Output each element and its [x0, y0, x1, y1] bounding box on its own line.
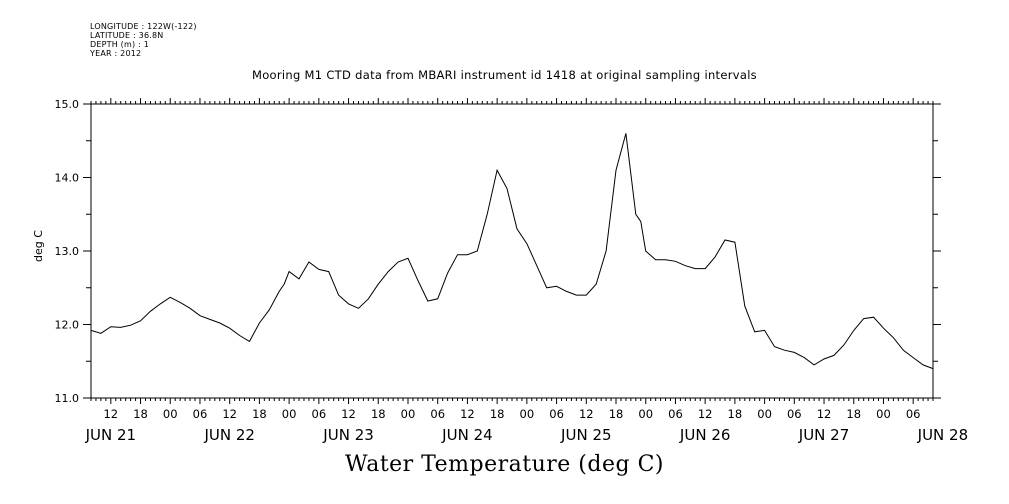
day-labels: JUN 21 JUN 22 JUN 23 JUN 24 JUN 25 JUN 26 JUN … [85, 426, 969, 444]
day-label: JUN 23 [322, 426, 373, 444]
x-tick-label: 12 [579, 407, 594, 421]
x-tick-label: 00 [163, 407, 178, 421]
x-tick-label: 12 [698, 407, 713, 421]
header-depth: DEPTH (m) : 1 [90, 40, 149, 49]
x-tick-label: 12 [341, 407, 356, 421]
x-tick-label: 00 [638, 407, 653, 421]
y-tick-label: 15.0 [55, 98, 80, 111]
day-label: JUN 26 [679, 426, 730, 444]
x-tick-label: 18 [846, 407, 861, 421]
day-label: JUN 25 [560, 426, 611, 444]
tick-marks [83, 98, 941, 404]
x-tick-label: 06 [668, 407, 683, 421]
y-tick-labels: 11.0 12.0 13.0 14.0 15.0 [55, 98, 80, 405]
x-tick-label: 00 [757, 407, 772, 421]
series-line-water-temperature [90, 133, 934, 370]
day-label: JUN 21 [85, 426, 136, 444]
x-tick-label: 06 [312, 407, 327, 421]
y-tick-label: 13.0 [55, 245, 80, 258]
day-label: JUN 27 [798, 426, 849, 444]
x-tick-label: 00 [876, 407, 891, 421]
x-tick-label: 18 [609, 407, 624, 421]
x-tick-label: 12 [222, 407, 237, 421]
x-tick-label: 06 [787, 407, 802, 421]
x-tick-label: 06 [430, 407, 445, 421]
x-tick-label: 18 [133, 407, 148, 421]
x-tick-label: 00 [401, 407, 416, 421]
day-label: JUN 28 [917, 426, 968, 444]
header-latitude: LATITUDE : 36.8N [90, 31, 164, 40]
x-tick-label: 12 [103, 407, 118, 421]
x-tick-label: 06 [549, 407, 564, 421]
x-tick-label: 12 [817, 407, 832, 421]
x-tick-label: 00 [282, 407, 297, 421]
y-tick-label: 12.0 [55, 319, 80, 332]
day-label: JUN 24 [441, 426, 492, 444]
y-tick-label: 14.0 [55, 172, 80, 185]
header-year: YEAR : 2012 [90, 49, 142, 58]
chart-title: Mooring M1 CTD data from MBARI instrumen… [252, 68, 757, 82]
x-tick-label: 06 [906, 407, 921, 421]
x-tick-label: 12 [460, 407, 475, 421]
day-label: JUN 22 [203, 426, 254, 444]
plot-frame [90, 103, 934, 399]
x-tick-labels: 12 18 00 06 12 18 00 06 12 18 00 06 12 18 00 06 12 18 00 06… [103, 407, 920, 421]
y-tick-label: 11.0 [55, 392, 80, 405]
x-axis-label: Water Temperature (deg C) [345, 452, 664, 477]
x-tick-label: 18 [728, 407, 743, 421]
x-tick-label: 00 [520, 407, 535, 421]
x-tick-label: 18 [371, 407, 386, 421]
x-tick-label: 06 [193, 407, 208, 421]
y-axis-label: deg C [32, 230, 45, 262]
header-longitude: LONGITUDE : 122W(-122) [90, 22, 197, 31]
x-tick-label: 18 [252, 407, 267, 421]
x-tick-label: 18 [490, 407, 505, 421]
